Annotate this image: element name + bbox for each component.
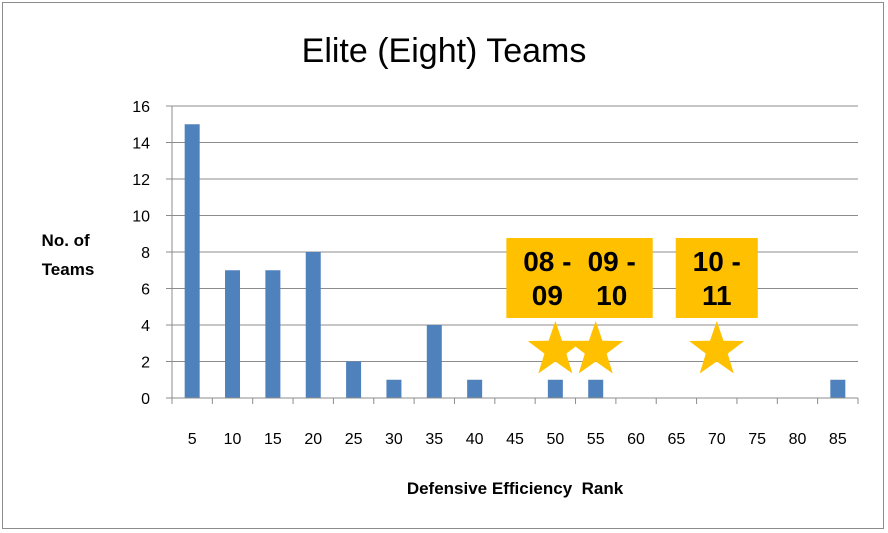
axes — [171, 106, 859, 404]
x-tick-label: 10 — [224, 431, 242, 448]
bar-10 — [225, 270, 241, 398]
x-tick-label: 60 — [627, 431, 645, 448]
x-tick-label: 55 — [587, 431, 605, 448]
y-tick-label: 14 — [132, 136, 150, 153]
x-tick-label: 50 — [546, 431, 564, 448]
annotation-line: 11 — [702, 280, 732, 311]
bar-40 — [467, 379, 483, 398]
annotation-text: 10 -11 — [693, 246, 741, 311]
x-tick-label: 65 — [668, 431, 686, 448]
annotation-text: 09 -10 — [588, 246, 636, 311]
x-tick-labels: 5 10 15 20 25 30 35 40 45 50 55 60 65 70 75 80 85 — [188, 431, 847, 448]
x-tick-label: 35 — [425, 431, 443, 448]
bar-55 — [588, 379, 604, 398]
x-tick-label: 30 — [385, 431, 403, 448]
annotation-3: 10 -11 — [675, 238, 758, 374]
x-tick-label: 40 — [466, 431, 484, 448]
annotation-box — [570, 238, 653, 318]
bar-15 — [265, 270, 281, 398]
y-tick-label: 2 — [141, 355, 150, 372]
annotation-line: 09 - — [588, 246, 636, 277]
season-annotations: 08 -09 09 -10 10 -11 — [506, 238, 758, 374]
annotation-line: 08 - — [523, 246, 571, 277]
y-tick-labels: 0 2 4 6 8 10 12 14 16 — [132, 99, 150, 408]
bar-50 — [547, 379, 563, 398]
star-icon — [527, 321, 583, 374]
y-tick-label: 6 — [141, 282, 150, 299]
y-tick-label: 0 — [141, 391, 150, 408]
x-tick-label: 25 — [345, 431, 363, 448]
x-tick-label: 45 — [506, 431, 524, 448]
x-tick-label: 80 — [789, 431, 807, 448]
chart-title: Elite (Eight) Teams — [302, 32, 587, 70]
x-tick-label: 85 — [829, 431, 847, 448]
x-axis-label: Defensive Efficiency Rank — [407, 479, 624, 498]
y-tick-label: 4 — [141, 318, 150, 335]
bar-20 — [305, 252, 321, 398]
star-icon — [568, 321, 624, 374]
x-tick-label: 20 — [304, 431, 322, 448]
bar-85 — [830, 379, 846, 398]
x-tick-label: 15 — [264, 431, 282, 448]
annotation-box — [675, 238, 758, 318]
y-tick-label: 12 — [132, 172, 150, 189]
annotation-line: 09 — [532, 280, 563, 311]
x-tick-label: 75 — [748, 431, 766, 448]
annotation-2: 09 -10 — [568, 238, 653, 374]
y-axis-label: No. of Teams — [42, 231, 95, 279]
y-tick-label: 10 — [132, 209, 150, 226]
x-tick-label: 70 — [708, 431, 726, 448]
bar-25 — [346, 361, 362, 398]
annotation-line: 10 — [596, 280, 627, 311]
annotation-text: 08 -09 — [523, 246, 571, 311]
y-axis-label-line-2: Teams — [42, 260, 95, 279]
bar-30 — [386, 379, 402, 398]
bar-35 — [426, 325, 442, 398]
star-icon — [689, 321, 745, 374]
y-tick-label: 8 — [141, 245, 150, 262]
bar-5 — [184, 124, 200, 398]
y-axis-label-line-1: No. of — [42, 231, 90, 250]
x-tick-label: 5 — [188, 431, 197, 448]
bars — [184, 124, 846, 398]
y-tick-label: 16 — [132, 99, 150, 116]
annotation-line: 10 - — [693, 246, 741, 277]
